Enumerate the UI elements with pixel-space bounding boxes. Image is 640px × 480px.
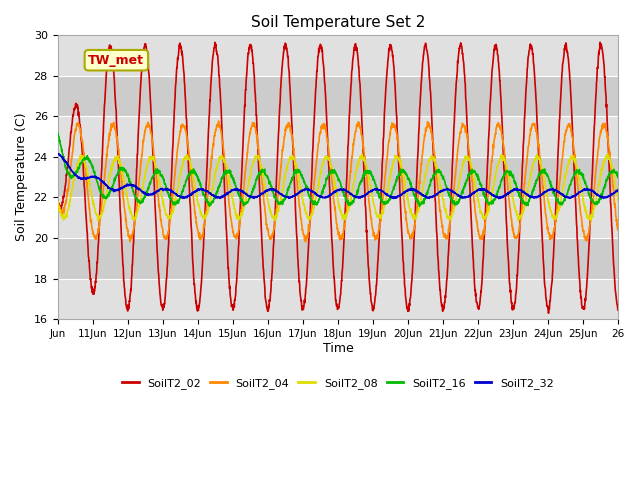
SoilT2_16 <box>598 191 606 196</box>
SoilT2_02 <box>312 93 319 98</box>
SoilT2_04 <box>54 199 61 205</box>
SoilT2_32 <box>495 195 503 201</box>
SoilT2_16 <box>495 185 503 191</box>
SoilT2_32 <box>54 151 61 156</box>
Bar <box>58 76 618 117</box>
SoilT2_02 <box>598 47 606 53</box>
SoilT2_04 <box>598 124 606 130</box>
Bar <box>58 278 618 319</box>
SoilT2_08 <box>326 163 334 169</box>
Line: SoilT2_16: SoilT2_16 <box>58 132 618 206</box>
SoilT2_32 <box>614 187 622 193</box>
SoilT2_08 <box>83 163 90 168</box>
SoilT2_04 <box>215 118 223 124</box>
Line: SoilT2_02: SoilT2_02 <box>58 42 618 313</box>
SoilT2_02 <box>599 50 607 56</box>
Bar <box>58 157 618 197</box>
SoilT2_16 <box>83 156 90 162</box>
SoilT2_08 <box>312 195 319 201</box>
SoilT2_02 <box>614 307 622 313</box>
SoilT2_04 <box>83 175 90 180</box>
SoilT2_02 <box>54 200 61 205</box>
Bar <box>58 117 618 157</box>
SoilT2_32 <box>83 176 90 181</box>
SoilT2_04 <box>496 124 504 130</box>
SoilT2_04 <box>327 165 335 171</box>
SoilT2_02 <box>545 310 552 316</box>
SoilT2_16 <box>598 192 606 197</box>
Legend: SoilT2_02, SoilT2_04, SoilT2_08, SoilT2_16, SoilT2_32: SoilT2_02, SoilT2_04, SoilT2_08, SoilT2_… <box>118 373 558 393</box>
SoilT2_32 <box>495 196 502 202</box>
SoilT2_08 <box>358 151 366 157</box>
Y-axis label: Soil Temperature (C): Soil Temperature (C) <box>15 113 28 241</box>
Line: SoilT2_32: SoilT2_32 <box>58 154 618 199</box>
SoilT2_02 <box>596 39 604 45</box>
SoilT2_08 <box>496 157 504 163</box>
SoilT2_04 <box>301 239 309 245</box>
SoilT2_16 <box>312 201 319 206</box>
SoilT2_16 <box>326 168 334 174</box>
SoilT2_16 <box>54 130 61 135</box>
SoilT2_08 <box>598 165 606 170</box>
SoilT2_02 <box>495 66 503 72</box>
Line: SoilT2_08: SoilT2_08 <box>58 154 618 221</box>
SoilT2_32 <box>326 192 334 198</box>
X-axis label: Time: Time <box>323 342 353 355</box>
SoilT2_02 <box>83 215 90 220</box>
SoilT2_04 <box>312 163 320 168</box>
Bar <box>58 197 618 238</box>
SoilT2_04 <box>599 126 607 132</box>
Text: TW_met: TW_met <box>88 54 145 67</box>
SoilT2_08 <box>614 199 622 204</box>
Bar <box>58 36 618 76</box>
Title: Soil Temperature Set 2: Soil Temperature Set 2 <box>251 15 425 30</box>
SoilT2_04 <box>614 228 622 233</box>
SoilT2_08 <box>54 198 61 204</box>
SoilT2_16 <box>614 173 622 179</box>
SoilT2_02 <box>326 198 334 204</box>
SoilT2_08 <box>94 218 102 224</box>
SoilT2_16 <box>415 204 423 209</box>
SoilT2_32 <box>598 193 606 199</box>
Line: SoilT2_04: SoilT2_04 <box>58 121 618 242</box>
SoilT2_32 <box>598 193 606 199</box>
SoilT2_08 <box>599 165 607 171</box>
SoilT2_32 <box>312 191 319 196</box>
Bar <box>58 238 618 278</box>
